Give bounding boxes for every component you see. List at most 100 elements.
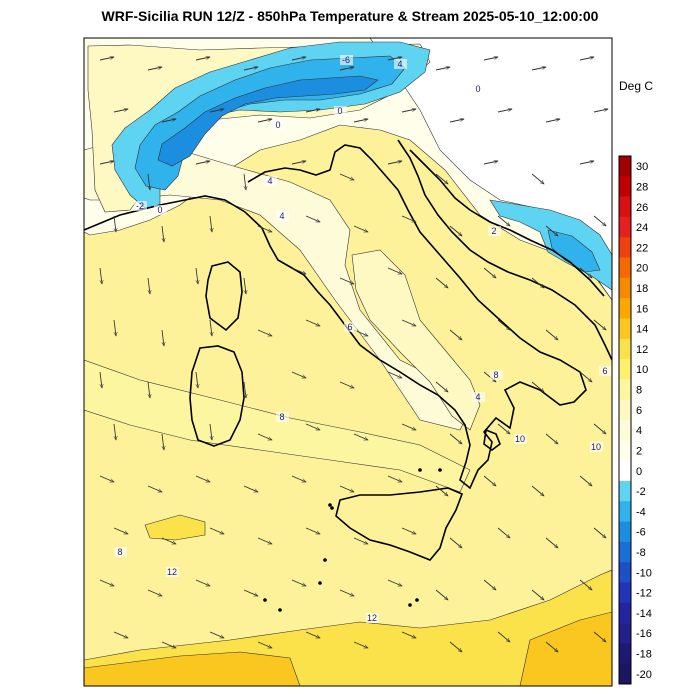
- contour-label: 0: [157, 205, 162, 215]
- stream-arrow: [305, 423, 320, 431]
- colorbar-tick-label: 2: [636, 445, 642, 457]
- temperature-field-shading: [84, 651, 301, 686]
- contour-label-bg: [340, 55, 353, 65]
- stream-arrow: [353, 433, 368, 441]
- colorbar-swatch: [619, 338, 631, 360]
- stream-arrow: [257, 225, 272, 233]
- stream-arrow: [195, 475, 210, 483]
- stream-arrow: [339, 67, 354, 71]
- stream-arrow: [387, 161, 402, 165]
- stream-arrow: [401, 215, 416, 223]
- coastline: [189, 345, 245, 447]
- colorbar-swatch: [619, 298, 631, 319]
- stream-arrow: [305, 215, 320, 223]
- colorbar-swatch: [619, 399, 631, 421]
- stream-arrow: [435, 589, 448, 600]
- stream-arrow: [162, 329, 164, 346]
- contour-label-bg: [272, 120, 285, 130]
- stream-arrow: [339, 277, 354, 285]
- stream-arrow: [339, 381, 354, 389]
- contour-label-bg: [366, 613, 379, 623]
- stream-arrow: [545, 329, 558, 340]
- colorbar-swatch: [619, 541, 631, 563]
- stream-arrow: [401, 319, 416, 327]
- colorbar-tick-label: 8: [636, 385, 642, 397]
- contour-label-bg: [472, 392, 485, 402]
- stream-arrow: [497, 631, 510, 642]
- colorbar-tick-label: 20: [636, 263, 648, 275]
- colorbar-unit: Deg C: [619, 79, 654, 93]
- stream-arrow: [210, 215, 212, 232]
- contour-label: -6: [342, 55, 350, 65]
- colorbar-swatch: [619, 602, 631, 624]
- stream-arrow: [593, 319, 606, 330]
- map-frame: [83, 37, 613, 687]
- contour-label-bg: [114, 547, 127, 557]
- colorbar-swatch: [619, 663, 631, 685]
- colorbar-tick-label: -16: [636, 628, 652, 640]
- stream-arrow: [387, 579, 402, 587]
- stream-arrow: [195, 161, 210, 165]
- colorbar-tick-label: 24: [636, 222, 648, 234]
- stream-arrow: [387, 57, 402, 61]
- contour-label: 10: [591, 442, 601, 452]
- stream-arrow: [210, 319, 212, 336]
- stream-arrow: [387, 475, 402, 483]
- stream-arrow: [305, 109, 320, 113]
- stream-arrow: [99, 57, 114, 61]
- stream-arrow: [148, 277, 150, 294]
- contour-label-bg: [276, 211, 289, 221]
- coastline: [205, 261, 243, 332]
- stream-arrow: [257, 329, 272, 337]
- stream-arrow: [209, 527, 224, 535]
- stream-arrow: [257, 433, 272, 441]
- colorbar-swatch: [619, 156, 631, 177]
- coastline: [335, 487, 464, 561]
- colorbar-tick-label: -14: [636, 608, 652, 620]
- colorbar-tick-label: 0: [636, 466, 642, 478]
- stream-arrow: [579, 161, 594, 165]
- colorbar-tick-label: -20: [636, 669, 652, 681]
- map-plot-area: -6 4 0 0 0 -2 0 4 4 2 6 6 4 8 8 10 10 8 12 12: [84, 38, 612, 686]
- stream-arrow: [593, 109, 608, 113]
- stream-arrow: [435, 67, 450, 71]
- stream-arrow: [195, 57, 210, 61]
- stream-arrow: [435, 485, 448, 496]
- stream-arrow: [545, 641, 558, 652]
- temperature-field-shading: [144, 514, 206, 541]
- stream-arrow: [113, 631, 128, 639]
- stream-arrow: [483, 267, 496, 278]
- stream-arrow: [161, 537, 176, 545]
- stream-arrow: [449, 641, 462, 652]
- stream-arrow: [114, 319, 116, 336]
- stream-arrow: [449, 329, 462, 340]
- contour-label: 0: [337, 106, 342, 116]
- contour-label: 10: [515, 434, 525, 444]
- coastline: [483, 428, 501, 451]
- stream-arrow: [257, 537, 272, 545]
- colorbar-swatch: [619, 582, 631, 604]
- temperature-field-shading: [547, 229, 601, 273]
- island: [418, 468, 422, 472]
- stream-arrow: [209, 631, 224, 639]
- island: [323, 558, 327, 562]
- colorbar-swatch: [619, 643, 631, 664]
- colorbar-swatch: [619, 277, 631, 299]
- contour-label-bg: [488, 226, 501, 236]
- stream-arrow: [339, 589, 354, 597]
- stream-arrow: [531, 277, 544, 288]
- stream-arrow: [147, 589, 162, 597]
- stream-arrow: [99, 161, 114, 165]
- stream-arrow: [353, 641, 368, 649]
- stream-arrow: [161, 119, 176, 123]
- stream-arrow: [449, 225, 462, 236]
- colorbar-tick-label: -8: [636, 547, 646, 559]
- stream-arrow: [579, 579, 592, 590]
- stream-arrow: [579, 371, 592, 382]
- colorbar-swatch: [619, 196, 631, 218]
- contour-label-bg: [276, 412, 289, 422]
- colorbar-tick-label: 16: [636, 303, 648, 315]
- contour-label: 6: [347, 322, 352, 332]
- colorbar-tick-label: 4: [636, 425, 642, 437]
